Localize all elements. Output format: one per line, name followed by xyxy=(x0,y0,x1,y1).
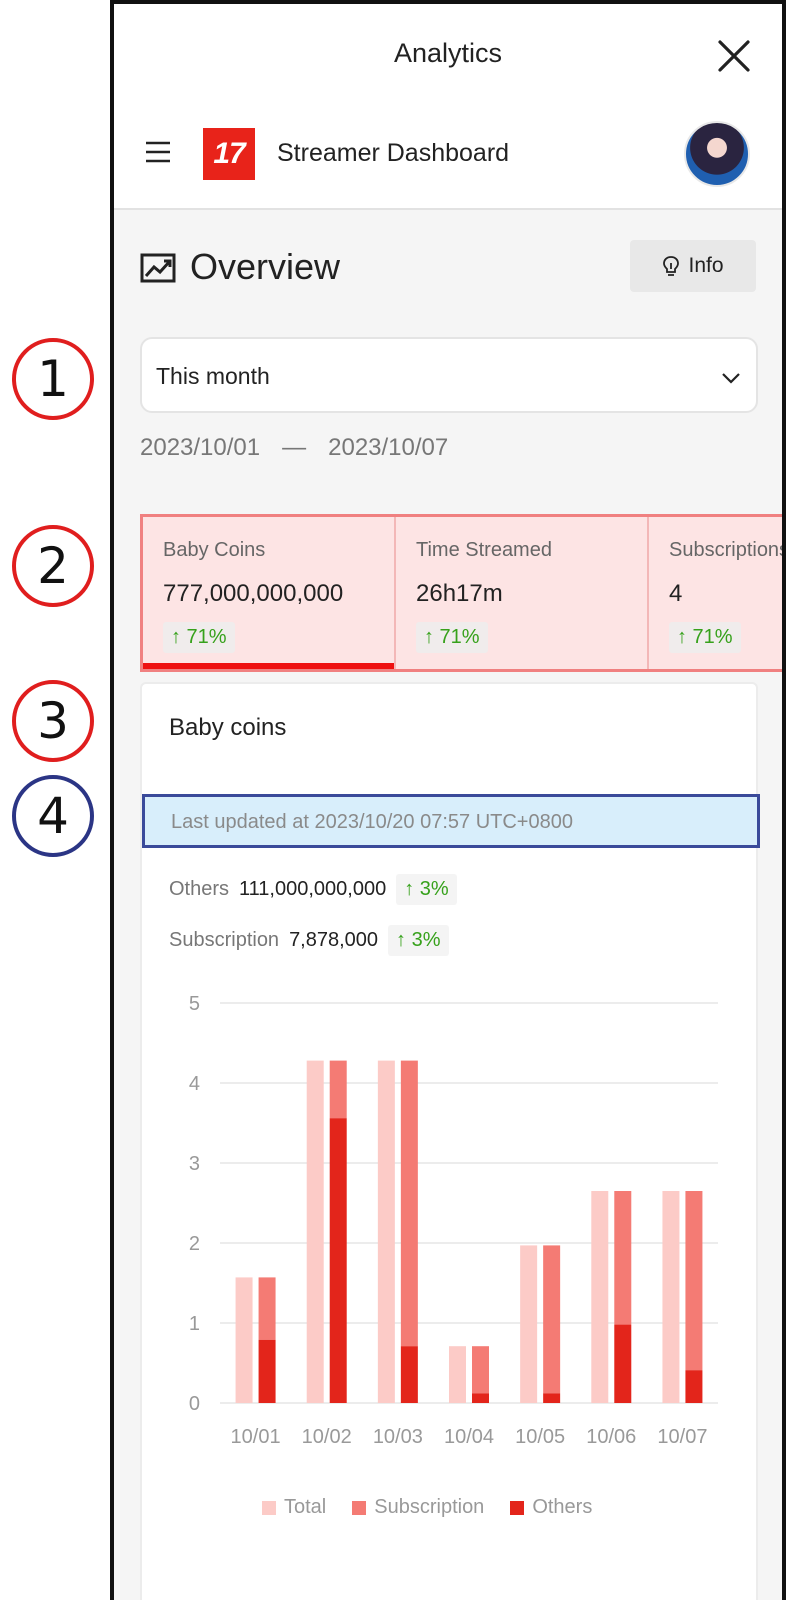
bar-subscription xyxy=(258,1277,276,1340)
y-tick-label: 1 xyxy=(189,1313,200,1335)
x-tick-label: 10/05 xyxy=(515,1426,565,1448)
date-start: 2023/10/01 xyxy=(140,434,261,461)
row-label: Others xyxy=(169,878,230,900)
breakdown-row-subscription: Subscription 7,878,000 ↑ 3% xyxy=(169,925,449,956)
x-tick-label: 10/07 xyxy=(657,1426,707,1448)
bar-total xyxy=(662,1191,680,1403)
legend-swatch xyxy=(510,1500,525,1515)
x-tick-label: 10/01 xyxy=(231,1426,281,1448)
logo-text: 17 xyxy=(213,137,245,170)
bar-subscription xyxy=(329,1060,347,1119)
bar-total xyxy=(591,1191,609,1403)
row-label: Subscription xyxy=(169,929,280,951)
date-separator: — xyxy=(282,434,307,461)
legend-label: Others xyxy=(532,1496,593,1518)
legend-item-others[interactable]: Others xyxy=(510,1496,592,1519)
annotation-number: 1 xyxy=(37,350,69,408)
stat-value: 777,000,000,000 xyxy=(163,580,344,607)
bar-others xyxy=(329,1118,347,1403)
card-title: Baby coins xyxy=(169,714,287,741)
bar-subscription xyxy=(543,1245,561,1394)
annotation-marker-4: 4 xyxy=(12,775,94,857)
dashboard-title: Streamer Dashboard xyxy=(277,139,510,167)
bar-total xyxy=(449,1346,466,1403)
bar-total xyxy=(235,1277,253,1403)
stat-label: Subscriptions xyxy=(669,539,786,561)
bar-others xyxy=(685,1370,703,1403)
chevron-down-icon xyxy=(722,373,740,384)
overview-title: Overview xyxy=(190,246,341,287)
date-end: 2023/10/07 xyxy=(328,434,449,461)
last-updated-banner: Last updated at 2023/10/20 07:57 UTC+080… xyxy=(142,794,760,848)
bar-others xyxy=(614,1324,632,1403)
legend-item-total[interactable]: Total xyxy=(262,1496,326,1519)
legend-swatch xyxy=(352,1500,367,1515)
y-tick-label: 4 xyxy=(189,1073,200,1095)
stat-tab-baby-coins[interactable]: Baby Coins 777,000,000,000 ↑ 71% xyxy=(143,517,396,669)
row-value: 7,878,000 xyxy=(289,929,379,951)
annotation-marker-2: 2 xyxy=(12,525,94,607)
breakdown-row-others: Others 111,000,000,000 ↑ 3% xyxy=(169,874,457,905)
close-icon[interactable] xyxy=(714,36,754,76)
y-tick-label: 5 xyxy=(189,993,200,1015)
bar-total xyxy=(520,1245,538,1403)
stat-value: 26h17m xyxy=(416,580,503,607)
annotation-marker-3: 3 xyxy=(12,680,94,762)
info-button[interactable]: Info xyxy=(630,240,756,292)
trend-badge: ↑ 71% xyxy=(669,622,741,653)
avatar[interactable] xyxy=(684,121,750,187)
x-tick-label: 10/04 xyxy=(444,1426,494,1448)
chart-card: Baby coins Last updated at 2023/10/20 07… xyxy=(140,682,760,1600)
trend-chart-icon xyxy=(140,253,176,283)
page-title: Analytics xyxy=(393,38,503,68)
trend-badge: ↑ 3% xyxy=(388,925,449,956)
x-tick-label: 10/03 xyxy=(373,1426,423,1448)
stats-strip: Baby Coins 777,000,000,000 ↑ 71% Time St… xyxy=(140,514,786,672)
app-logo: 17 xyxy=(203,128,255,180)
legend-label: Subscription xyxy=(374,1496,485,1518)
stat-tab-subscriptions[interactable]: Subscriptions 4 ↑ 71% xyxy=(649,517,786,669)
period-select[interactable]: This month xyxy=(140,337,758,413)
period-select-value: This month xyxy=(156,363,270,389)
bar-chart: 0 1 2 3 4 5 10/01 10/02 10/03 10/04 10/05 10/06 10/0… xyxy=(189,993,718,1448)
annotation-number: 2 xyxy=(37,537,69,595)
annotation-number: 3 xyxy=(37,692,69,750)
legend-item-subscription[interactable]: Subscription xyxy=(352,1496,484,1519)
bar-total xyxy=(306,1060,324,1403)
legend-label: Total xyxy=(284,1496,327,1518)
hamburger-menu-icon[interactable] xyxy=(144,138,172,166)
stat-label: Time Streamed xyxy=(416,539,552,561)
bar-total xyxy=(377,1060,395,1403)
trend-badge: ↑ 71% xyxy=(163,622,235,653)
bar-others xyxy=(472,1393,489,1403)
bar-subscription xyxy=(472,1346,489,1394)
stat-label: Baby Coins xyxy=(163,539,266,561)
stat-tab-time-streamed[interactable]: Time Streamed 26h17m ↑ 71% xyxy=(396,517,649,669)
bar-subscription xyxy=(614,1191,632,1325)
stat-value: 4 xyxy=(669,580,683,607)
x-tick-label: 10/06 xyxy=(586,1426,636,1448)
chart-legend: Total Subscription Others xyxy=(262,1496,592,1519)
x-tick-label: 10/02 xyxy=(302,1426,352,1448)
y-tick-label: 2 xyxy=(189,1233,200,1255)
trend-badge: ↑ 71% xyxy=(416,622,488,653)
trend-badge: ↑ 3% xyxy=(396,874,457,905)
annotation-number: 4 xyxy=(37,787,69,845)
y-tick-label: 3 xyxy=(189,1153,200,1175)
date-range: 2023/10/01 — 2023/10/07 xyxy=(140,434,448,462)
annotation-marker-1: 1 xyxy=(12,338,94,420)
top-bar: Analytics 17 Streamer Dashboard xyxy=(114,4,782,210)
bar-subscription xyxy=(685,1191,703,1371)
y-tick-label: 0 xyxy=(189,1393,200,1415)
bar-others xyxy=(543,1393,561,1403)
bar-others xyxy=(258,1339,276,1403)
bar-subscription xyxy=(400,1060,418,1347)
bar-others xyxy=(400,1346,418,1403)
lightbulb-icon xyxy=(663,256,680,276)
phone-frame: Analytics 17 Streamer Dashboard Overview… xyxy=(110,0,786,1600)
info-button-label: Info xyxy=(688,254,724,277)
legend-swatch xyxy=(262,1500,276,1515)
row-value: 111,000,000,000 xyxy=(239,878,387,900)
